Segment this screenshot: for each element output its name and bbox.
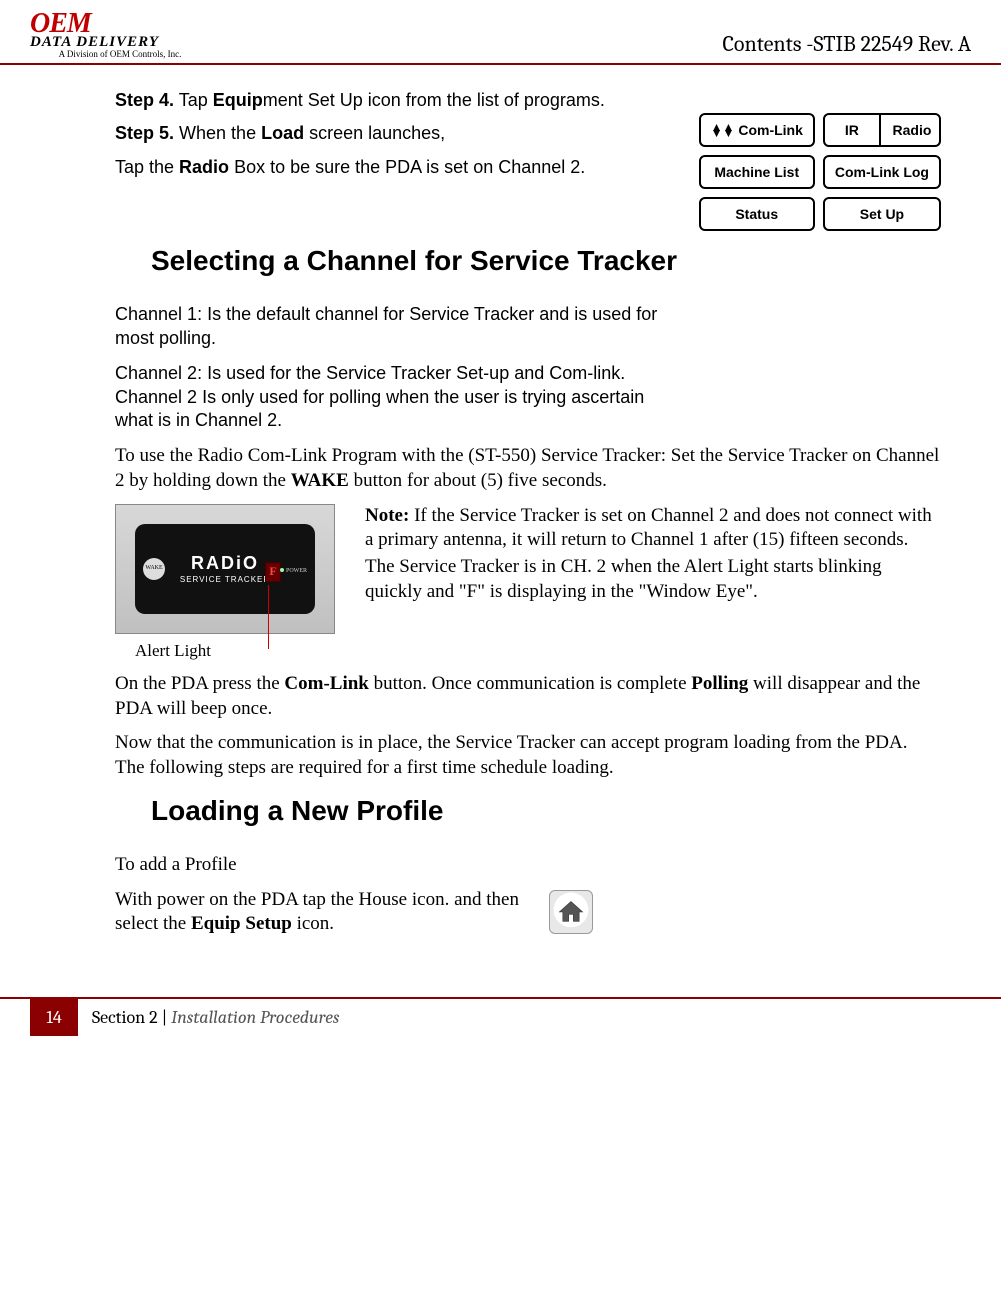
page-header: OEM DATA DELIVERY A Division of OEM Cont… — [0, 0, 1001, 65]
logo: OEM DATA DELIVERY A Division of OEM Cont… — [30, 8, 210, 59]
machine-list-button[interactable]: Machine List — [699, 155, 815, 189]
radio-half[interactable]: Radio — [885, 115, 939, 145]
footer-text: Section 2 | Installation Procedures — [78, 999, 353, 1036]
header-title: Contents -STIB 22549 Rev. A — [723, 31, 972, 59]
profile-line2: With power on the PDA tap the House icon… — [115, 888, 535, 937]
steps-block: Step 4. Tap Equipment Set Up icon from t… — [115, 85, 679, 189]
section2-heading: Loading a New Profile — [151, 793, 941, 829]
arrows-icon: ▲▲▼▼ — [711, 124, 735, 136]
para-use: To use the Radio Com-Link Program with t… — [115, 444, 941, 493]
alert-pointer-line — [268, 585, 269, 649]
window-eye-icon: F — [265, 562, 281, 582]
para-now: Now that the communication is in place, … — [115, 731, 941, 780]
tracker-figure: WAKE RADiO SERVICE TRACKER F POWER Alert… — [115, 504, 345, 662]
setup-button[interactable]: Set Up — [823, 197, 941, 231]
house-svg-icon — [557, 898, 585, 926]
ir-half[interactable]: IR — [825, 115, 881, 145]
alert-light-caption: Alert Light — [135, 640, 345, 662]
status-button[interactable]: Status — [699, 197, 815, 231]
comlink-button[interactable]: ▲▲▼▼ Com-Link — [699, 113, 815, 147]
profile-line1: To add a Profile — [115, 853, 941, 878]
wake-button-icon: WAKE — [143, 558, 165, 580]
channel1-text: Channel 1: Is the default channel for Se… — [115, 303, 675, 350]
page-number: 14 — [30, 999, 78, 1036]
page-footer: 14 Section 2 | Installation Procedures — [0, 997, 1001, 1036]
section1-heading: Selecting a Channel for Service Tracker — [151, 243, 941, 279]
comlink-log-button[interactable]: Com-Link Log — [823, 155, 941, 189]
power-label: POWER — [280, 568, 307, 576]
tracker-brand: RADiO — [191, 552, 259, 575]
para-comlink: On the PDA press the Com-Link button. On… — [115, 672, 941, 721]
note-block: Note: If the Service Tracker is set on C… — [365, 504, 941, 607]
channel2-text: Channel 2: Is used for the Service Track… — [115, 362, 675, 432]
step5-label: Step 5. — [115, 123, 174, 143]
tracker-sub: SERVICE TRACKER — [180, 575, 270, 585]
step4-label: Step 4. — [115, 90, 174, 110]
ui-button-grid: ▲▲▼▼ Com-Link IR Radio Machine List Com-… — [699, 85, 941, 231]
house-icon[interactable] — [549, 890, 593, 934]
ir-radio-button[interactable]: IR Radio — [823, 113, 941, 147]
